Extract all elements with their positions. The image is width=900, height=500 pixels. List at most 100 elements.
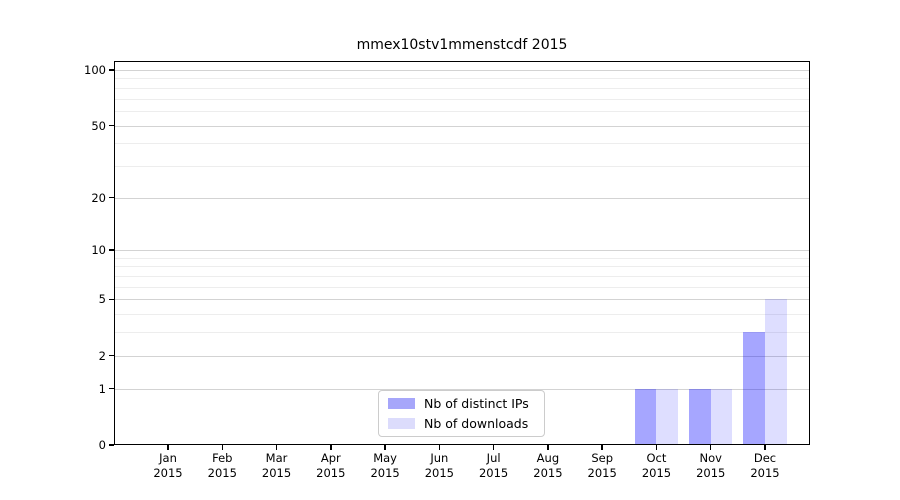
- legend-item-distinct-ips: Nb of distinct IPs: [388, 394, 544, 414]
- chart-title: mmex10stv1mmenstcdf 2015: [356, 37, 568, 53]
- legend-label-distinct-ips: Nb of distinct IPs: [424, 396, 529, 411]
- x-tick-month: Dec: [753, 451, 777, 465]
- x-tick-month: May: [373, 451, 397, 465]
- x-tick-label: Feb 2015: [194, 451, 250, 481]
- x-tick-mark: [221, 445, 223, 450]
- gridline-minor: [114, 286, 810, 288]
- x-tick-label: Jul 2015: [466, 451, 522, 481]
- x-tick-month: Oct: [646, 451, 667, 465]
- x-tick-mark: [384, 445, 386, 450]
- y-tick-label: 0: [98, 438, 106, 452]
- gridline-major: [114, 388, 810, 390]
- gridline-minor: [114, 332, 810, 334]
- x-tick-month: Jan: [159, 451, 177, 465]
- gridline-major: [114, 250, 810, 252]
- bar-downloads: [765, 299, 787, 445]
- x-tick-year: 2015: [370, 466, 400, 480]
- bar-downloads: [656, 388, 679, 445]
- y-tick-mark: [109, 298, 114, 301]
- x-tick-label: Dec 2015: [737, 451, 793, 481]
- x-tick-mark: [655, 445, 658, 450]
- x-tick-month: Nov: [699, 451, 722, 465]
- y-tick-label: 10: [91, 243, 106, 258]
- y-tick-label: 20: [91, 190, 106, 205]
- x-tick-year: 2015: [478, 466, 509, 480]
- y-tick-label: 1: [98, 381, 106, 396]
- legend-swatch-distinct-ips: [388, 398, 415, 409]
- x-tick-label: Oct 2015: [628, 451, 684, 481]
- gridline-major: [114, 299, 810, 301]
- x-tick-year: 2015: [750, 466, 780, 480]
- x-tick-month: Sep: [591, 451, 614, 465]
- x-tick-year: 2015: [696, 466, 726, 480]
- y-tick-mark: [109, 355, 114, 357]
- x-tick-month: Apr: [320, 451, 341, 465]
- x-tick-mark: [330, 445, 332, 450]
- x-tick-mark: [438, 445, 441, 450]
- x-tick-year: 2015: [641, 466, 672, 480]
- gridline-minor: [114, 78, 810, 80]
- x-tick-mark: [275, 445, 278, 450]
- y-tick-mark: [109, 444, 114, 446]
- x-tick-label: Apr 2015: [303, 451, 359, 481]
- x-tick-mark: [167, 445, 169, 450]
- x-tick-label: Jan 2015: [140, 451, 196, 481]
- y-tick-label: 50: [91, 118, 106, 133]
- x-tick-label: May 2015: [357, 451, 413, 481]
- x-tick-label: Jun 2015: [411, 451, 467, 481]
- x-tick-mark: [492, 445, 495, 450]
- gridline-minor: [114, 87, 810, 89]
- gridline-minor: [114, 98, 810, 100]
- legend-item-downloads: Nb of downloads: [388, 414, 544, 434]
- bar-distinct-ips: [689, 388, 711, 445]
- gridline-minor: [114, 165, 810, 167]
- gridline-minor: [114, 276, 810, 278]
- gridline-major: [114, 197, 810, 199]
- x-tick-year: 2015: [587, 466, 617, 480]
- x-tick-label: Sep 2015: [574, 451, 630, 481]
- legend: Nb of distinct IPs Nb of downloads: [378, 390, 545, 437]
- x-tick-month: Mar: [265, 451, 288, 465]
- x-tick-month: Jul: [486, 451, 501, 465]
- x-tick-year: 2015: [261, 466, 292, 480]
- bar-distinct-ips: [634, 388, 657, 445]
- x-tick-year: 2015: [153, 466, 183, 480]
- x-tick-label: Nov 2015: [683, 451, 739, 481]
- plot-area: [109, 61, 810, 450]
- y-tick-mark: [109, 196, 114, 199]
- gridline-major: [114, 355, 810, 357]
- gridline-minor: [114, 257, 810, 259]
- gridline-minor: [114, 314, 810, 316]
- y-tick-mark: [109, 387, 114, 390]
- y-tick-mark: [109, 124, 114, 127]
- plot-frame: [114, 61, 810, 445]
- gridline-major: [114, 125, 810, 127]
- gridline-minor: [114, 143, 810, 145]
- x-tick-label: Aug 2015: [520, 451, 576, 481]
- gridline-minor: [114, 266, 810, 268]
- y-tick-label: 5: [98, 292, 106, 307]
- y-tick-mark: [109, 249, 114, 251]
- x-tick-year: 2015: [207, 466, 237, 480]
- x-tick-year: 2015: [424, 466, 454, 480]
- legend-label-downloads: Nb of downloads: [424, 416, 529, 431]
- x-tick-mark: [547, 445, 549, 450]
- x-tick-mark: [710, 445, 712, 450]
- bar-distinct-ips: [743, 332, 765, 445]
- x-tick-label: Mar 2015: [249, 451, 305, 481]
- x-tick-month: Aug: [536, 451, 560, 465]
- gridline-major: [114, 70, 810, 71]
- y-tick-label: 100: [84, 63, 106, 77]
- x-tick-mark: [764, 445, 766, 450]
- x-tick-year: 2015: [316, 466, 346, 480]
- legend-swatch-downloads: [388, 418, 415, 429]
- bar-downloads: [710, 388, 733, 445]
- x-tick-month: Jun: [430, 451, 449, 465]
- y-tick-mark: [109, 69, 114, 71]
- x-tick-year: 2015: [533, 466, 563, 480]
- y-tick-label: 2: [98, 348, 106, 363]
- x-tick-month: Feb: [212, 451, 233, 465]
- gridline-minor: [114, 110, 810, 112]
- x-tick-mark: [601, 445, 603, 450]
